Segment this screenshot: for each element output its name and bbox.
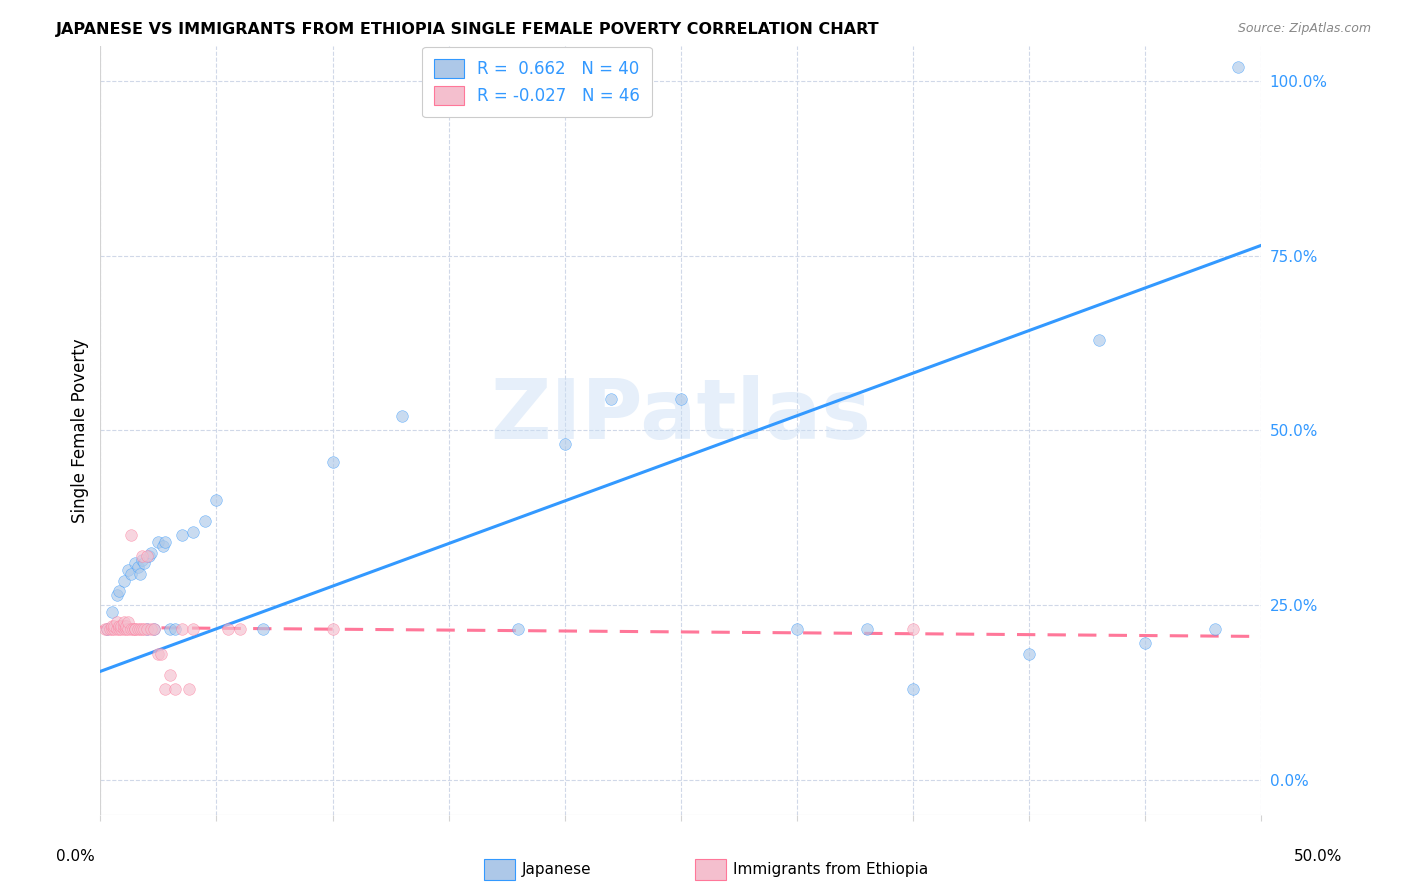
Point (124, 556, 146, 570)
Text: 50.0%: 50.0% (1295, 849, 1343, 863)
Point (163, 623, 186, 637)
Point (1135, 636, 1157, 650)
Point (112, 623, 135, 637)
Point (101, 605, 124, 619)
Point (170, 528, 193, 542)
Y-axis label: Single Female Poverty: Single Female Poverty (72, 338, 89, 523)
Point (181, 524, 204, 539)
Point (105, 615, 128, 630)
Point (508, 623, 530, 637)
Point (108, 584, 131, 599)
Legend: R =  0.662   N = 40, R = -0.027   N = 46: R = 0.662 N = 40, R = -0.027 N = 46 (422, 47, 652, 117)
Point (121, 623, 143, 637)
Point (98, 623, 121, 637)
Point (108, 619, 131, 633)
Point (127, 559, 149, 574)
Point (96, 623, 118, 637)
Point (135, 623, 157, 637)
Point (134, 623, 156, 637)
Point (1227, 60, 1250, 74)
Point (120, 528, 142, 542)
Text: Source: ZipAtlas.com: Source: ZipAtlas.com (1237, 22, 1371, 36)
Point (105, 623, 128, 637)
Point (120, 566, 142, 581)
Point (117, 563, 139, 577)
Point (103, 619, 125, 633)
Point (322, 455, 344, 469)
Point (124, 623, 146, 637)
Point (669, 392, 692, 406)
Text: Japanese: Japanese (522, 863, 592, 877)
Point (1018, 647, 1040, 661)
Point (135, 549, 157, 563)
Point (127, 623, 149, 637)
Text: JAPANESE VS IMMIGRANTS FROM ETHIOPIA SINGLE FEMALE POVERTY CORRELATION CHART: JAPANESE VS IMMIGRANTS FROM ETHIOPIA SIN… (56, 22, 880, 37)
Point (600, 392, 623, 406)
Point (148, 535, 170, 549)
Point (117, 615, 139, 630)
Point (94, 623, 117, 637)
Point (901, 681, 924, 696)
Point (155, 535, 177, 549)
Text: ZIPatlas: ZIPatlas (491, 375, 872, 456)
Point (96, 623, 118, 637)
Point (855, 623, 877, 637)
Point (554, 437, 576, 451)
Point (205, 493, 228, 508)
Point (108, 623, 131, 637)
Point (131, 623, 153, 637)
Point (115, 619, 138, 633)
Point (163, 681, 186, 696)
Point (322, 623, 344, 637)
Point (391, 409, 413, 424)
Text: 0.0%: 0.0% (56, 849, 96, 863)
Point (181, 623, 204, 637)
Point (1204, 623, 1226, 637)
Point (141, 546, 163, 560)
Point (101, 619, 124, 633)
Point (131, 549, 153, 563)
Point (155, 681, 177, 696)
Point (112, 574, 135, 588)
Point (115, 623, 138, 637)
Point (194, 514, 217, 528)
Point (217, 623, 239, 637)
Point (159, 668, 181, 682)
Point (1088, 333, 1111, 347)
Text: Immigrants from Ethiopia: Immigrants from Ethiopia (733, 863, 928, 877)
Point (124, 623, 146, 637)
Point (117, 623, 139, 637)
Point (142, 623, 165, 637)
Point (134, 556, 156, 570)
Point (110, 623, 132, 637)
Point (901, 623, 924, 637)
Point (120, 623, 142, 637)
Point (142, 623, 165, 637)
Point (128, 623, 150, 637)
Point (112, 619, 135, 633)
Point (170, 623, 193, 637)
Point (786, 623, 808, 637)
Point (101, 623, 124, 637)
Point (252, 623, 274, 637)
Point (128, 566, 150, 581)
Point (138, 549, 160, 563)
Point (103, 623, 125, 637)
Point (131, 552, 153, 566)
Point (112, 615, 135, 630)
Point (105, 588, 128, 602)
Point (159, 623, 181, 637)
Point (149, 647, 172, 661)
Point (148, 647, 170, 661)
Point (110, 619, 132, 633)
Point (141, 623, 163, 637)
Point (152, 539, 174, 553)
Point (135, 623, 157, 637)
Point (177, 681, 200, 696)
Point (228, 623, 250, 637)
